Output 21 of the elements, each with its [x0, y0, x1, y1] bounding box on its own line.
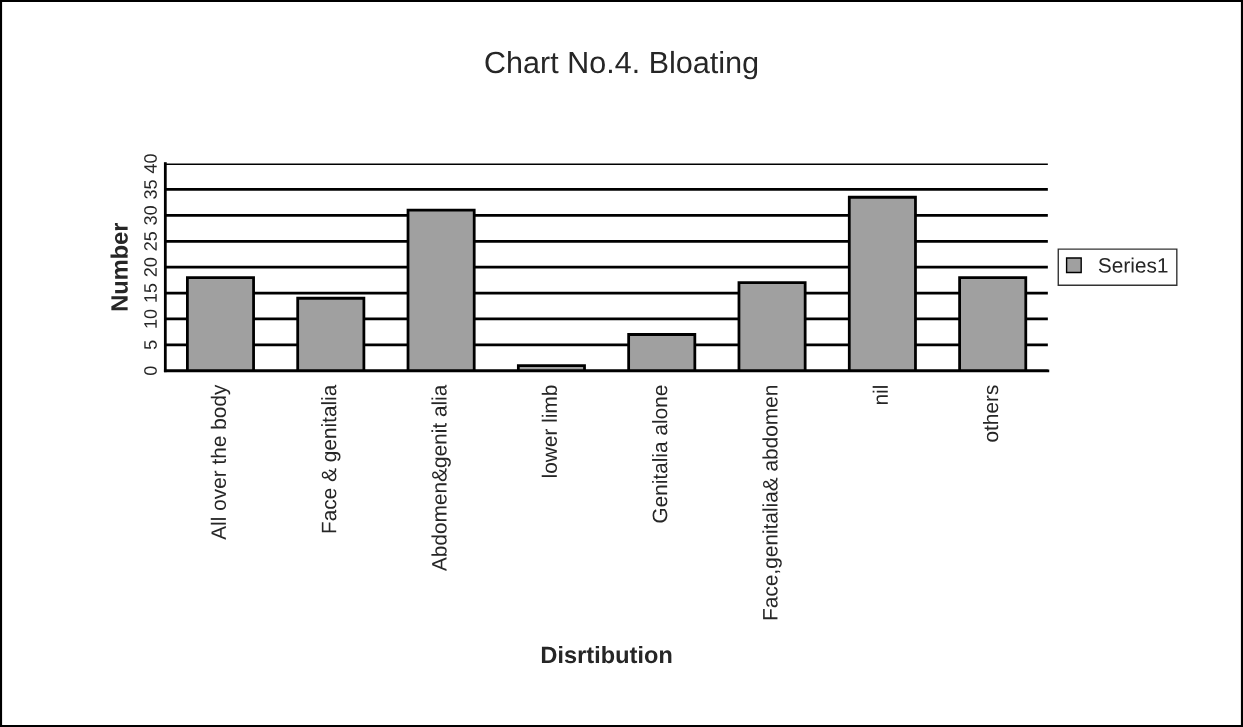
x-tick-label: nil [872, 386, 888, 405]
y-tick-label: 20 [144, 257, 157, 277]
x-tick-label: Face & genitalia [321, 384, 341, 533]
x-tick-label: Abdomen&genit alia [431, 384, 451, 572]
y-tick-label: 40 [144, 154, 157, 174]
x-axis-title: Disrtibution [541, 645, 672, 664]
x-tick-label: Face,genitalia& abdomen [762, 385, 782, 620]
y-tick-label: 25 [144, 231, 157, 251]
y-tick-label: 10 [144, 309, 157, 328]
x-tick-label: others [982, 385, 999, 442]
x-tick-label: Genitalia alone [652, 385, 668, 523]
y-tick-label: 5 [144, 340, 157, 350]
x-tick-label: All over the body [210, 384, 231, 540]
y-tick-label: 0 [144, 366, 157, 376]
y-tick-label: 15 [144, 283, 157, 302]
x-tick-label: lower limb [541, 385, 558, 478]
y-tick-label: 35 [144, 180, 157, 199]
y-tick-label: 30 [144, 206, 157, 225]
chart-title: Chart No.4. Bloating [485, 50, 758, 80]
y-axis-title: Number [110, 222, 128, 311]
legend-label: Series1 [1098, 257, 1168, 273]
